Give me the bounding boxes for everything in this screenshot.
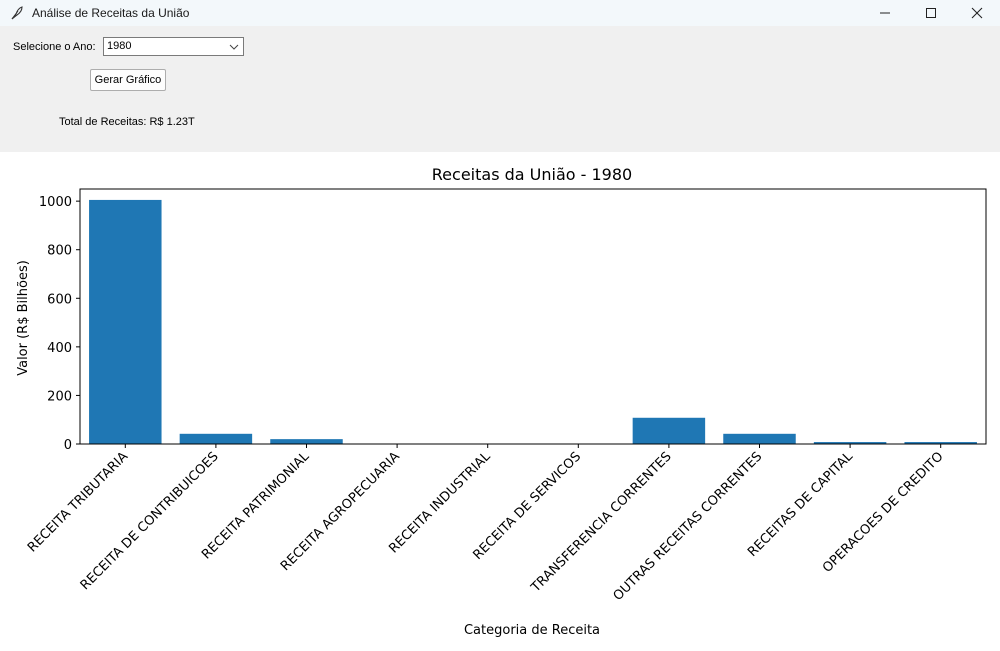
x-tick-label: OUTRAS RECEITAS CORRENTES: [611, 449, 766, 604]
year-select-value: 1980: [107, 40, 132, 52]
y-tick-label: 600: [47, 292, 72, 307]
chart-title: Receitas da União - 1980: [432, 165, 632, 184]
bar: [904, 442, 977, 444]
bar: [632, 417, 706, 444]
bar: [270, 439, 343, 444]
controls-panel: Selecione o Ano: 1980 Gerar Gráfico Tota…: [0, 26, 1000, 152]
bar: [723, 433, 796, 444]
close-button[interactable]: [954, 0, 1000, 26]
bar: [89, 199, 162, 444]
window-title: Análise de Receitas da União: [32, 6, 190, 20]
bars: [89, 199, 977, 444]
maximize-button[interactable]: [908, 0, 954, 26]
year-select[interactable]: 1980: [103, 37, 244, 56]
x-axis-label: Categoria de Receita: [464, 623, 600, 638]
x-tick-label: RECEITA INDUSTRIAL: [386, 449, 494, 557]
chart-area: Receitas da União - 1980 Valor (R$ Bilhõ…: [0, 152, 1000, 651]
close-icon: [971, 7, 983, 19]
feather-icon: [11, 6, 23, 20]
plot-frame: [79, 188, 987, 445]
revenue-bar-chart: Receitas da União - 1980 Valor (R$ Bilhõ…: [16, 165, 987, 638]
x-tick-label: RECEITA TRIBUTARIA: [25, 449, 131, 555]
generate-chart-button[interactable]: Gerar Gráfico: [90, 69, 166, 91]
x-tick-label: TRANSFERENCIA CORRENTES: [528, 449, 675, 596]
y-axis-label: Valor (R$ Bilhões): [16, 260, 31, 376]
chevron-down-icon: [229, 44, 239, 50]
year-label: Selecione o Ano:: [13, 41, 96, 53]
maximize-icon: [926, 8, 936, 18]
y-tick-label: 1000: [39, 195, 72, 210]
title-bar: Análise de Receitas da União: [0, 0, 1000, 26]
x-tick-label: RECEITAS DE CAPITAL: [745, 449, 856, 560]
y-axis-ticks: 0 200 400 600 800 1000: [39, 195, 80, 453]
minimize-button[interactable]: [862, 0, 908, 26]
y-tick-label: 200: [47, 389, 72, 404]
bar: [813, 442, 887, 444]
minimize-icon: [880, 12, 890, 14]
y-tick-label: 0: [64, 438, 72, 453]
bar: [179, 433, 253, 444]
y-tick-label: 800: [47, 244, 72, 259]
window-controls: [862, 0, 1000, 26]
total-revenue-label: Total de Receitas: R$ 1.23T: [59, 116, 195, 128]
y-tick-label: 400: [47, 341, 72, 356]
